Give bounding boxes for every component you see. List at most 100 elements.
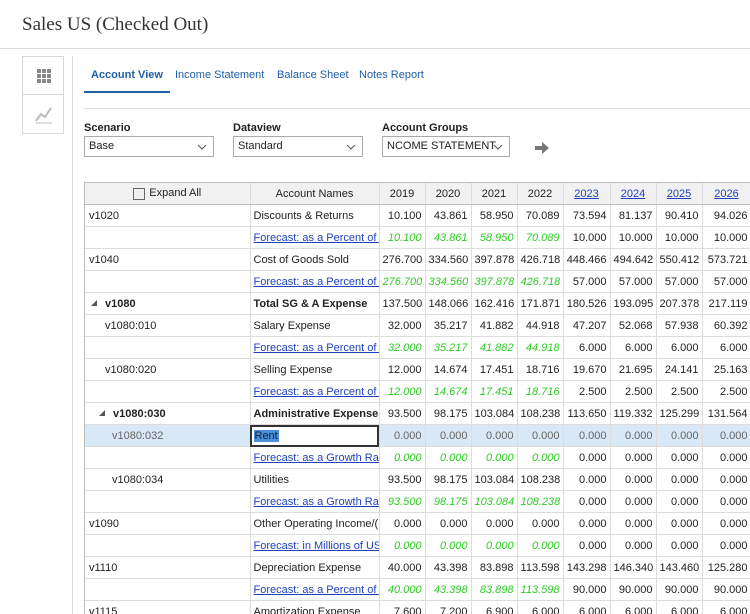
value-cell[interactable]: 0.000	[563, 490, 611, 513]
value-cell[interactable]: 35.217	[425, 314, 472, 337]
value-cell[interactable]: 43.861	[425, 204, 472, 227]
value-cell[interactable]: 17.451	[471, 358, 518, 381]
value-cell[interactable]: 0.000	[610, 468, 657, 491]
value-cell[interactable]: 35.217	[425, 336, 472, 359]
name-cell[interactable]: Forecast: as a Growth Rat	[250, 446, 380, 469]
value-cell[interactable]: 47.207	[563, 314, 611, 337]
value-cell[interactable]: 90.410	[656, 204, 703, 227]
value-cell[interactable]: 137.500	[379, 292, 426, 315]
name-cell[interactable]: Forecast: in Millions of US	[250, 534, 380, 557]
value-cell[interactable]: 10.100	[379, 204, 426, 227]
value-cell[interactable]: 2.500	[563, 380, 611, 403]
value-cell[interactable]: 90.000	[610, 578, 657, 601]
value-cell[interactable]: 143.298	[563, 556, 611, 579]
value-cell[interactable]: 21.695	[610, 358, 657, 381]
value-cell[interactable]: 90.000	[702, 578, 750, 601]
value-cell[interactable]: 103.084	[471, 402, 518, 425]
value-cell[interactable]: 57.000	[656, 270, 703, 293]
value-cell[interactable]: 0.000	[702, 490, 750, 513]
value-cell[interactable]: 334.560	[425, 270, 472, 293]
value-cell[interactable]: 70.089	[517, 226, 564, 249]
name-cell[interactable]: Forecast: as a Growth Rat	[250, 490, 380, 513]
value-cell[interactable]: 0.000	[425, 512, 472, 535]
value-cell[interactable]: 193.095	[610, 292, 657, 315]
value-cell[interactable]: 0.000	[656, 490, 703, 513]
value-cell[interactable]: 0.000	[517, 534, 564, 557]
value-cell[interactable]: 7.200	[425, 600, 472, 614]
value-cell[interactable]: 0.000	[425, 534, 472, 557]
value-cell[interactable]: 6.000	[610, 336, 657, 359]
value-cell[interactable]: 73.594	[563, 204, 611, 227]
value-cell[interactable]: 119.332	[610, 402, 657, 425]
value-cell[interactable]: 0.000	[610, 424, 657, 447]
value-cell[interactable]: 113.598	[517, 556, 564, 579]
value-cell[interactable]: 57.938	[656, 314, 703, 337]
value-cell[interactable]: 0.000	[379, 534, 426, 557]
value-cell[interactable]: 2.500	[610, 380, 657, 403]
value-cell[interactable]: 44.918	[517, 336, 564, 359]
value-cell[interactable]: 83.898	[471, 556, 518, 579]
value-cell[interactable]: 24.141	[656, 358, 703, 381]
value-cell[interactable]: 162.416	[471, 292, 518, 315]
value-cell[interactable]: 113.598	[517, 578, 564, 601]
value-cell[interactable]: 94.026	[702, 204, 750, 227]
value-cell[interactable]: 2.500	[656, 380, 703, 403]
value-cell[interactable]: 12.000	[379, 358, 426, 381]
tab[interactable]: Income Statement	[175, 69, 265, 81]
value-cell[interactable]: 6.000	[656, 336, 703, 359]
column-header[interactable]: 2023	[563, 183, 611, 205]
value-cell[interactable]: 57.000	[610, 270, 657, 293]
value-cell[interactable]: 0.000	[656, 534, 703, 557]
value-cell[interactable]: 125.280	[702, 556, 750, 579]
value-cell[interactable]: 60.392	[702, 314, 750, 337]
value-cell[interactable]: 0.000	[610, 534, 657, 557]
value-cell[interactable]: 52.068	[610, 314, 657, 337]
value-cell[interactable]: 0.000	[471, 512, 518, 535]
tab[interactable]: Account View	[84, 69, 170, 93]
value-cell[interactable]: 98.175	[425, 468, 472, 491]
name-cell[interactable]: Forecast: as a Percent of S	[250, 380, 380, 403]
value-cell[interactable]: 0.000	[656, 512, 703, 535]
value-cell[interactable]: 40.000	[379, 578, 426, 601]
value-cell[interactable]: 276.700	[379, 248, 426, 271]
value-cell[interactable]: 58.950	[471, 204, 518, 227]
value-cell[interactable]: 0.000	[702, 468, 750, 491]
value-cell[interactable]: 0.000	[471, 534, 518, 557]
value-cell[interactable]: 494.642	[610, 248, 657, 271]
value-cell[interactable]: 14.674	[425, 380, 472, 403]
value-cell[interactable]: 0.000	[563, 512, 611, 535]
value-cell[interactable]: 57.000	[702, 270, 750, 293]
value-cell[interactable]: 12.000	[379, 380, 426, 403]
value-cell[interactable]: 70.089	[517, 204, 564, 227]
value-cell[interactable]: 0.000	[610, 490, 657, 513]
value-cell[interactable]: 58.950	[471, 226, 518, 249]
tab[interactable]: Notes Report	[359, 69, 424, 81]
value-cell[interactable]: 0.000	[563, 446, 611, 469]
value-cell[interactable]: 10.100	[379, 226, 426, 249]
value-cell[interactable]: 0.000	[379, 446, 426, 469]
value-cell[interactable]: 10.000	[656, 226, 703, 249]
value-cell[interactable]: 40.000	[379, 556, 426, 579]
value-cell[interactable]: 113.650	[563, 402, 611, 425]
column-header[interactable]: 2026	[702, 183, 750, 205]
value-cell[interactable]: 41.882	[471, 336, 518, 359]
value-cell[interactable]: 0.000	[656, 446, 703, 469]
name-cell[interactable]: Forecast: as a Percent of F	[250, 226, 380, 249]
value-cell[interactable]: 0.000	[656, 424, 703, 447]
grid-view-button[interactable]	[23, 57, 63, 95]
value-cell[interactable]: 6.000	[656, 600, 703, 614]
value-cell[interactable]: 98.175	[425, 490, 472, 513]
value-cell[interactable]: 0.000	[425, 446, 472, 469]
chart-view-button[interactable]	[23, 95, 63, 132]
value-cell[interactable]: 19.670	[563, 358, 611, 381]
name-cell[interactable]: Forecast: as a Percent of S	[250, 270, 380, 293]
value-cell[interactable]: 0.000	[702, 424, 750, 447]
dropdown[interactable]: Standard	[233, 136, 363, 157]
value-cell[interactable]: 397.878	[471, 270, 518, 293]
value-cell[interactable]: 6.000	[610, 600, 657, 614]
value-cell[interactable]: 180.526	[563, 292, 611, 315]
value-cell[interactable]: 32.000	[379, 314, 426, 337]
value-cell[interactable]: 81.137	[610, 204, 657, 227]
value-cell[interactable]: 103.084	[471, 490, 518, 513]
value-cell[interactable]: 108.238	[517, 468, 564, 491]
